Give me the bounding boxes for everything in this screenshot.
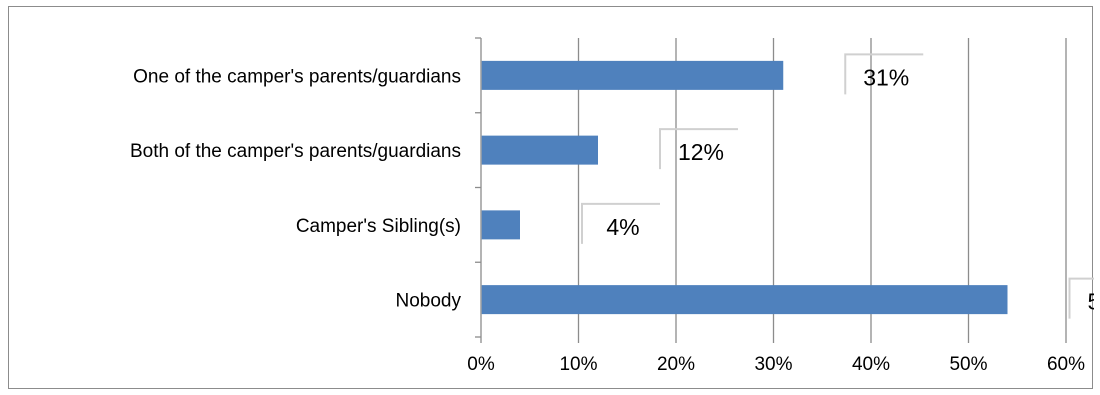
category-label: Nobody xyxy=(396,291,462,312)
data-label-box xyxy=(581,202,660,244)
data-label: 12% xyxy=(678,139,724,165)
x-tick-label: 10% xyxy=(559,354,597,375)
x-tick-label: 30% xyxy=(754,354,792,375)
bar-chart: 0% 10% 20% 30% 40% 50% 60% One of the camper's … xyxy=(130,37,1094,375)
x-tick-label: 50% xyxy=(949,354,987,375)
x-tick-label: 0% xyxy=(467,354,495,375)
bar xyxy=(481,60,784,90)
bar xyxy=(481,135,598,165)
category-label: Camper's Sibling(s) xyxy=(296,216,461,237)
data-label-box xyxy=(659,128,738,170)
bar xyxy=(481,210,520,240)
category-label: One of the camper's parents/guardians xyxy=(133,66,461,87)
chart-area: 0% 10% 20% 30% 40% 50% 60% One of the camper's … xyxy=(8,6,1094,389)
labels: 0% 10% 20% 30% 40% 50% 60% One of the camper's … xyxy=(130,53,1094,375)
x-tick-label: 40% xyxy=(852,354,890,375)
bars xyxy=(481,60,1008,315)
data-label: 31% xyxy=(863,64,909,90)
data-label-box xyxy=(1068,277,1094,319)
x-tick-label: 60% xyxy=(1047,354,1085,375)
data-label: 4% xyxy=(606,214,639,240)
x-tick-label: 20% xyxy=(657,354,695,375)
category-label: Both of the camper's parents/guardians xyxy=(130,141,461,162)
bar xyxy=(481,285,1008,315)
axes xyxy=(475,37,1067,343)
data-label-box xyxy=(844,53,924,95)
data-label: 54% xyxy=(1087,289,1094,315)
